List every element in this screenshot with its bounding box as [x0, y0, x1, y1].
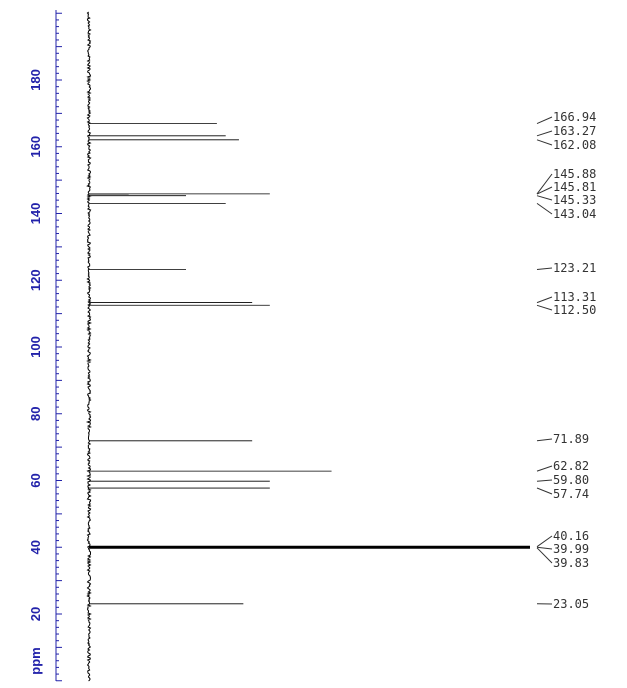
peak-label-71.89: 71.89 [553, 432, 589, 446]
peak-label-connector [536, 195, 553, 201]
peak-label-145.88: 145.88 [553, 167, 596, 181]
peak-label-162.08: 162.08 [553, 138, 596, 152]
peak-label-163.27: 163.27 [553, 124, 596, 138]
peak-label-connector [536, 535, 553, 548]
peak-label-connector [536, 267, 553, 270]
spectrum-baseline [85, 11, 92, 682]
tick-label-80: 80 [28, 407, 43, 421]
peak-label-connector [536, 438, 553, 442]
peak-label-connector [536, 479, 553, 482]
peak-label-123.21: 123.21 [553, 261, 596, 275]
peak-label-23.05: 23.05 [553, 597, 589, 611]
peak-label-connector [536, 173, 553, 195]
peak-label-40.16: 40.16 [553, 529, 589, 543]
peak-label-57.74: 57.74 [553, 487, 589, 501]
tick-label-20: 20 [28, 607, 43, 621]
baseline-noise [85, 11, 92, 682]
peak-label-59.80: 59.80 [553, 473, 589, 487]
peak-label-113.31: 113.31 [553, 290, 596, 304]
peak-label-39.83: 39.83 [553, 556, 589, 570]
tick-label-160: 160 [28, 136, 43, 158]
peak-label-connector [536, 202, 553, 215]
tick-label-40: 40 [28, 540, 43, 554]
peak-label-connector [536, 296, 553, 304]
peak-label-143.04: 143.04 [553, 207, 596, 221]
peak-label-connector [536, 130, 553, 137]
peak-label-112.50: 112.50 [553, 303, 596, 317]
peak-label-connector [536, 116, 553, 125]
peak-label-166.94: 166.94 [553, 110, 596, 124]
peak-label-connector [536, 487, 553, 495]
peak-label-connector [536, 465, 553, 472]
peak-group [89, 123, 530, 605]
axis-unit-label: ppm [28, 647, 43, 674]
peak-label-connector [536, 304, 553, 311]
peak-label-connector [536, 186, 553, 195]
ppm-axis: ppm [28, 10, 57, 681]
tick-label-180: 180 [28, 69, 43, 91]
tick-label-100: 100 [28, 336, 43, 358]
peak-label-145.81: 145.81 [553, 180, 596, 194]
tick-label-60: 60 [28, 473, 43, 487]
peak-label-connector [536, 139, 553, 146]
peak-label-145.33: 145.33 [553, 193, 596, 207]
peak-label-connector [536, 546, 553, 550]
tick-label-140: 140 [28, 203, 43, 225]
peak-label-39.99: 39.99 [553, 542, 589, 556]
tick-group: 20 40 60 80 100 120 140 160 180 [28, 12, 62, 682]
peak-label-62.82: 62.82 [553, 459, 589, 473]
peak-label-connector [536, 547, 553, 564]
tick-label-120: 120 [28, 269, 43, 291]
